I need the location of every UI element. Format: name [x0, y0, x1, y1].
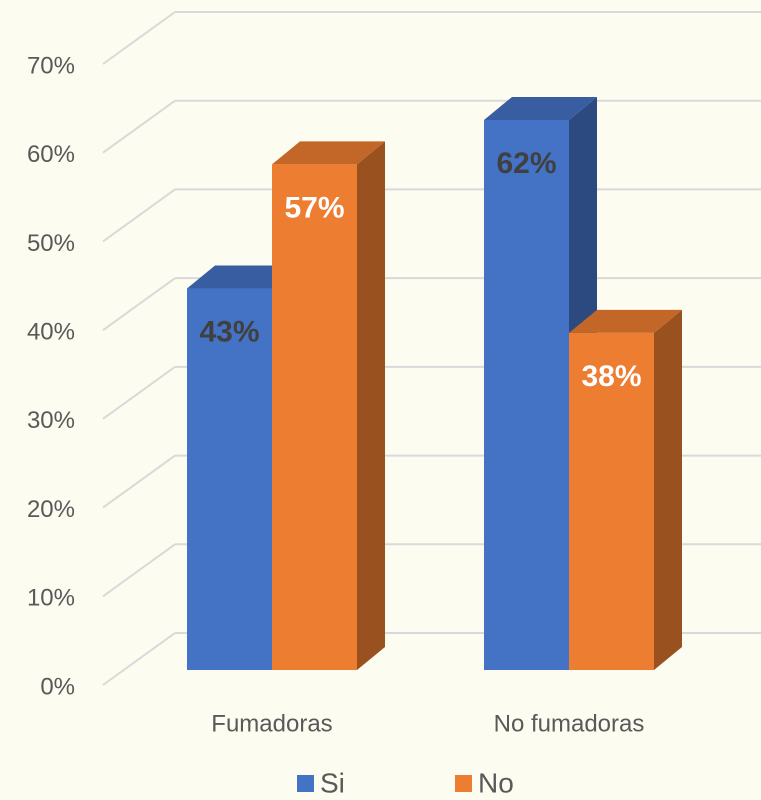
grid-line-side [102, 632, 176, 686]
bar [569, 332, 654, 670]
y-tick-label: 70% [27, 52, 75, 79]
grid-line-side [102, 277, 176, 331]
y-tick-label: 10% [27, 585, 75, 612]
bar [272, 164, 357, 671]
y-tick-label: 60% [27, 141, 75, 168]
bar-side [654, 309, 682, 670]
bar-top [187, 265, 300, 289]
grid-line-side [102, 11, 176, 65]
grid-line-side [102, 99, 176, 154]
legend-swatch [297, 775, 314, 792]
legend-label: Si [320, 767, 345, 798]
bar-top [272, 141, 385, 165]
y-tick-label: 50% [27, 230, 75, 257]
legend-label: No [478, 767, 514, 798]
grid-line-side [102, 188, 176, 243]
bar [187, 288, 272, 670]
legend-swatch [455, 775, 472, 792]
y-tick-label: 40% [27, 318, 75, 345]
bar-side [357, 141, 385, 671]
y-tick-label: 20% [27, 496, 75, 523]
data-label: 57% [284, 191, 344, 224]
grid-line-side [102, 543, 176, 598]
bar-top [484, 96, 597, 120]
grid-line-side [102, 454, 176, 509]
x-tick-label: Fumadoras [211, 710, 332, 737]
y-tick-label: 30% [27, 407, 75, 434]
y-tick-label: 0% [40, 673, 75, 700]
bar-top [569, 309, 682, 333]
data-label: 43% [199, 315, 259, 348]
grid-line-side [102, 366, 176, 420]
data-label: 38% [581, 360, 641, 393]
x-tick-label: No fumadoras [494, 710, 645, 737]
data-label: 62% [496, 147, 556, 180]
bar [484, 119, 569, 670]
